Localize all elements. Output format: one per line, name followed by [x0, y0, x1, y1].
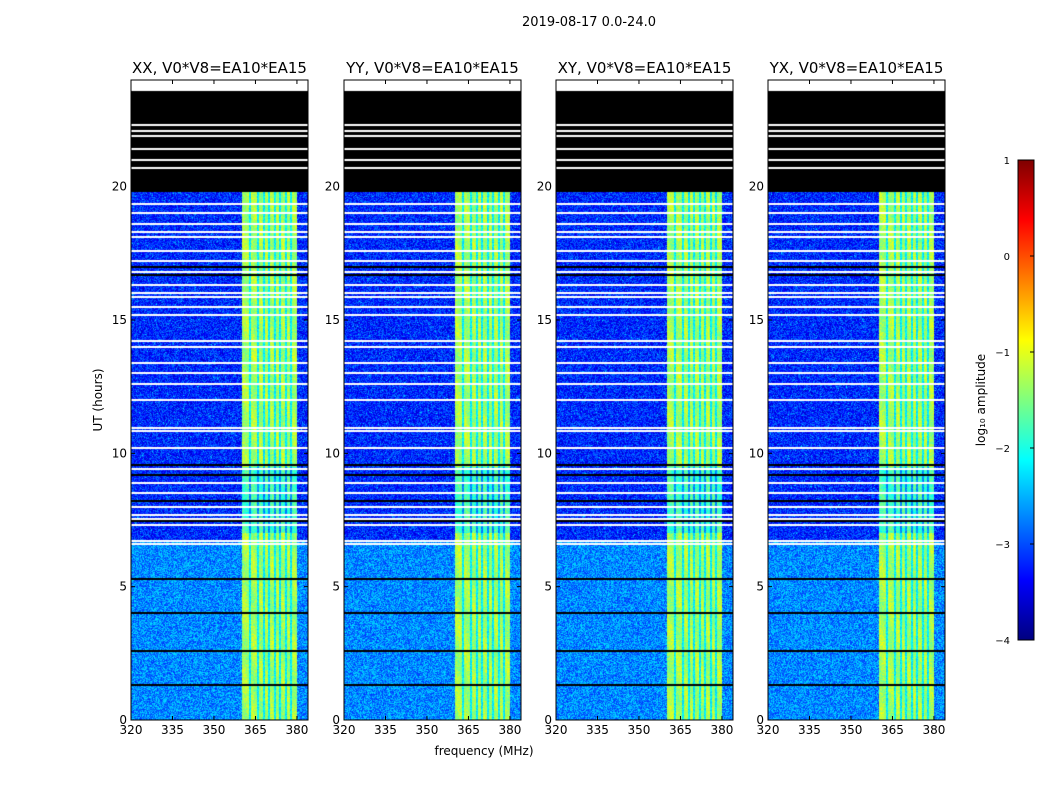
spectrogram-image: [131, 80, 308, 720]
colorbar-tick-label: −4: [995, 636, 1010, 647]
x-tick-label: 380: [710, 723, 733, 737]
colorbar-bar: [1017, 159, 1035, 641]
x-tick-label: 365: [881, 723, 904, 737]
y-tick-label: 0: [119, 713, 127, 727]
x-tick-label: 320: [757, 723, 780, 737]
colorbar-tick-label: −1: [995, 348, 1010, 359]
colorbar-label: log₁₀ amplitude: [974, 354, 988, 446]
x-axis-label: frequency (MHz): [434, 744, 533, 758]
y-tick-label: 15: [537, 313, 552, 327]
spectrogram-image: [556, 80, 733, 720]
x-tick-label: 350: [840, 723, 863, 737]
y-axis-label: UT (hours): [91, 368, 105, 431]
x-tick-label: 335: [798, 723, 821, 737]
panel-title: YX, V0*V8=EA10*EA15: [769, 59, 944, 77]
y-tick-label: 15: [749, 313, 764, 327]
colorbar-tick-label: −2: [995, 444, 1010, 455]
spectrogram-image: [344, 80, 521, 720]
y-tick-label: 20: [325, 180, 340, 194]
y-tick-label: 5: [332, 580, 340, 594]
colorbar-tick-label: 1: [1004, 156, 1010, 167]
y-tick-label: 5: [544, 580, 552, 594]
y-tick-label: 0: [332, 713, 340, 727]
y-tick-label: 0: [756, 713, 764, 727]
panel-title: XY, V0*V8=EA10*EA15: [558, 59, 732, 77]
panel-3: XY, V0*V8=EA10*EA15 320 335 350 365 380 0 5 10 15…: [537, 59, 734, 737]
colorbar-tick-label: −3: [995, 540, 1010, 551]
x-tick-label: 320: [545, 723, 568, 737]
axes-frame: [555, 79, 734, 721]
axes-frame: [767, 79, 946, 721]
panel-title: XX, V0*V8=EA10*EA15: [132, 59, 307, 77]
x-tick-label: 335: [161, 723, 184, 737]
x-tick-label: 380: [285, 723, 308, 737]
x-tick-label: 350: [628, 723, 651, 737]
panels: XX, V0*V8=EA10*EA15 320 335 350 365 380 0 5 10 15…: [112, 59, 946, 737]
x-tick-label: 365: [669, 723, 692, 737]
figure-title: 2019-08-17 0.0-24.0: [522, 15, 656, 30]
x-tick-label: 365: [457, 723, 480, 737]
x-tick-label: 350: [203, 723, 226, 737]
y-tick-label: 15: [112, 313, 127, 327]
panel-1: XX, V0*V8=EA10*EA15 320 335 350 365 380 0 5 10 15…: [112, 59, 309, 737]
x-tick-label: 320: [333, 723, 356, 737]
y-tick-label: 10: [112, 446, 127, 460]
x-tick-label: 380: [498, 723, 521, 737]
y-tick-label: 20: [749, 180, 764, 194]
panel-title: YY, V0*V8=EA10*EA15: [345, 59, 519, 77]
x-tick-label: 380: [922, 723, 945, 737]
y-tick-label: 20: [537, 180, 552, 194]
axes-frame: [343, 79, 522, 721]
y-tick-label: 5: [756, 580, 764, 594]
x-tick-label: 350: [416, 723, 439, 737]
panel-2: YY, V0*V8=EA10*EA15 320 335 350 365 380 0 5 10 15…: [325, 59, 522, 737]
x-tick-label: 320: [120, 723, 143, 737]
colorbar: log₁₀ amplitude 1 0 −1 −2 −3 −4: [974, 156, 1035, 647]
x-tick-label: 335: [586, 723, 609, 737]
y-tick-label: 15: [325, 313, 340, 327]
y-tick-label: 10: [325, 446, 340, 460]
y-tick-label: 20: [112, 180, 127, 194]
spectrogram-image: [768, 80, 945, 720]
y-tick-label: 5: [119, 580, 127, 594]
y-tick-label: 10: [537, 446, 552, 460]
y-tick-label: 0: [544, 713, 552, 727]
panel-4: YX, V0*V8=EA10*EA15 320 335 350 365 380 0 5 10 15…: [749, 59, 946, 737]
axes-frame: [130, 79, 309, 721]
y-tick-label: 10: [749, 446, 764, 460]
colorbar-tick-label: 0: [1004, 252, 1010, 263]
x-tick-label: 365: [244, 723, 267, 737]
x-tick-label: 335: [374, 723, 397, 737]
